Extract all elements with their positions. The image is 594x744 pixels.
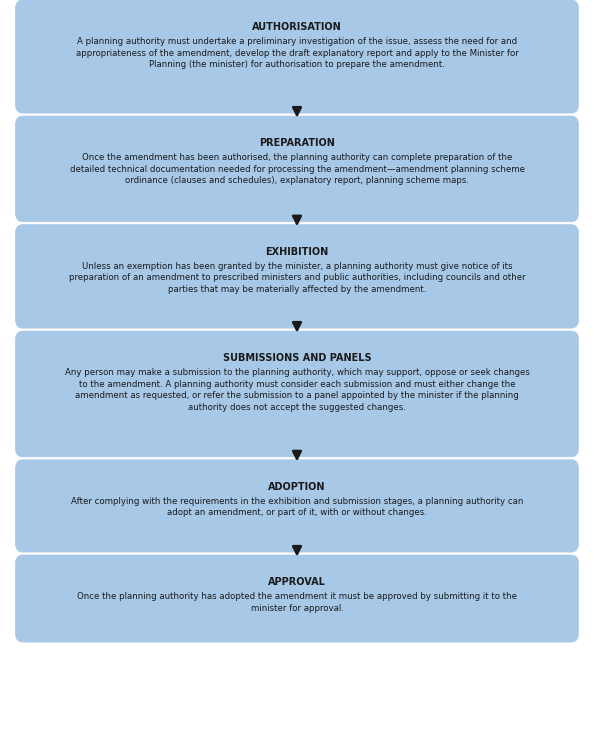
Text: Once the planning authority has adopted the amendment it must be approved by sub: Once the planning authority has adopted …: [77, 592, 517, 612]
Text: APPROVAL: APPROVAL: [268, 577, 326, 587]
FancyBboxPatch shape: [15, 0, 579, 113]
Text: Once the amendment has been authorised, the planning authority can complete prep: Once the amendment has been authorised, …: [69, 153, 525, 185]
FancyBboxPatch shape: [15, 331, 579, 457]
Text: ADOPTION: ADOPTION: [268, 482, 326, 492]
Text: Unless an exemption has been granted by the minister, a planning authority must : Unless an exemption has been granted by …: [69, 262, 525, 294]
Text: A planning authority must undertake a preliminary investigation of the issue, as: A planning authority must undertake a pr…: [75, 37, 519, 69]
Text: SUBMISSIONS AND PANELS: SUBMISSIONS AND PANELS: [223, 353, 371, 363]
FancyBboxPatch shape: [15, 555, 579, 642]
FancyBboxPatch shape: [15, 225, 579, 328]
Text: EXHIBITION: EXHIBITION: [266, 247, 328, 257]
Text: Any person may make a submission to the planning authority, which may support, o: Any person may make a submission to the …: [65, 368, 529, 411]
Text: AUTHORISATION: AUTHORISATION: [252, 22, 342, 32]
FancyBboxPatch shape: [15, 116, 579, 222]
Text: After complying with the requirements in the exhibition and submission stages, a: After complying with the requirements in…: [71, 497, 523, 517]
FancyBboxPatch shape: [15, 460, 579, 552]
Text: PREPARATION: PREPARATION: [259, 138, 335, 148]
